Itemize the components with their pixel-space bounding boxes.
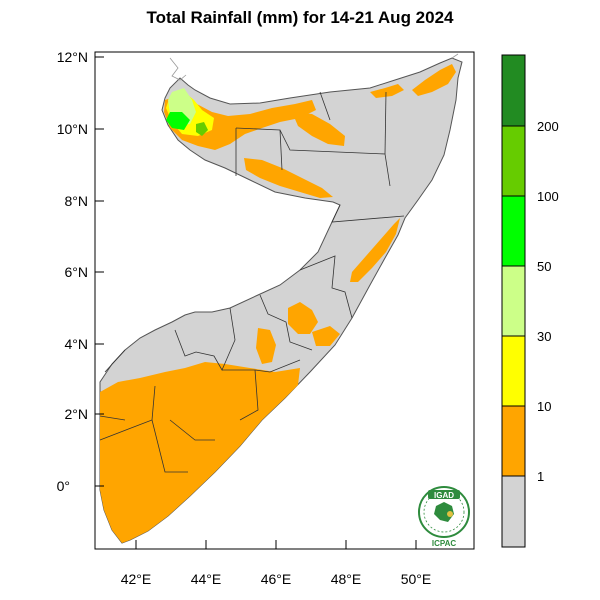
legend-label: 30 [537,329,551,344]
logo-banner [428,490,460,499]
legend-swatch-gt200 [502,55,525,126]
x-axis-labels: 42°E 44°E 46°E 48°E 50°E [121,571,432,587]
y-tick-label: 6°N [65,264,89,280]
legend-colorbar [501,54,526,548]
legend-frame [501,54,526,548]
y-tick-label: 2°N [65,406,89,422]
neighbor-borders [169,53,459,81]
legend-label: 1 [537,469,544,484]
x-tick-label: 46°E [261,571,292,587]
legend-label: 100 [537,189,559,204]
legend-label: 10 [537,399,551,414]
region-boundaries [99,91,405,473]
rain-central-north [244,158,333,198]
rain-ne-strip [370,84,404,98]
rain-central-band [350,218,400,282]
rain-north-band [292,112,345,146]
rain-northwest-coast [164,95,316,150]
rainfall-1-10mm [100,64,456,543]
legend-swatch-100-200 [502,126,525,196]
rainfall-100-200mm [196,122,208,136]
rain-south-region [100,362,300,543]
y-tick-label: 12°N [57,49,88,65]
logo-sun-icon [447,511,453,517]
legend-swatch-50-100 [502,196,525,266]
legend-swatch-1-10 [502,406,525,476]
y-tick-label: 8°N [65,193,89,209]
legend-label: 200 [537,119,559,134]
rainfall-50-100mm [166,112,190,130]
legend-swatch-lt1 [502,476,525,547]
axis-ticks [95,56,417,549]
logo-bottom-text: ICPAC [432,539,457,548]
legend-swatch-10-30 [502,336,525,406]
x-tick-label: 50°E [401,571,432,587]
x-tick-label: 44°E [191,571,222,587]
y-axis-labels: 12°N 10°N 8°N 6°N 4°N 2°N 0° [57,49,88,494]
rain-northeast [412,64,456,96]
x-tick-label: 48°E [331,571,362,587]
somalia-map-area [99,53,463,544]
icpac-logo: IGAD ICPAC [418,486,470,548]
rain-central-patch-b [256,328,276,364]
legend-labels: 1 10 30 50 100 200 [537,119,559,484]
y-tick-label: 4°N [65,336,89,352]
y-tick-label: 10°N [57,121,88,137]
map-title: Total Rainfall (mm) for 14-21 Aug 2024 [146,8,454,27]
legend-label: 50 [537,259,551,274]
rain-central-patch-a [288,302,318,334]
legend-swatch-30-50 [502,266,525,336]
logo-africa-icon [434,502,454,522]
logo-top-text: IGAD [434,491,454,500]
x-tick-label: 42°E [121,571,152,587]
y-tick-label: 0° [57,478,70,494]
rain-central-patch-c [312,326,340,346]
